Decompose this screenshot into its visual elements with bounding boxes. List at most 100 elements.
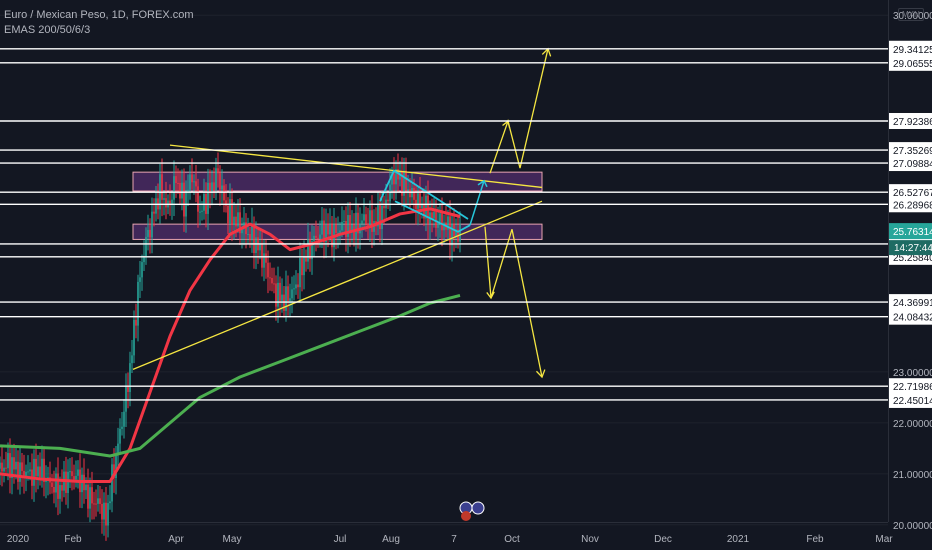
candle-body — [119, 428, 121, 444]
price-tick-label: 22.00000 — [893, 419, 932, 430]
candle-body — [121, 426, 123, 429]
level-tag — [889, 294, 932, 311]
time-tick-label: 2021 — [727, 534, 750, 545]
candle-body — [177, 182, 179, 184]
candle-body — [117, 443, 119, 455]
candle-body — [253, 224, 255, 253]
candle-body — [3, 467, 5, 472]
candle-body — [311, 241, 313, 260]
candle-body — [209, 182, 211, 193]
event-badge — [471, 501, 485, 515]
level-tag — [889, 54, 932, 71]
candle-body — [77, 469, 79, 476]
candle-body — [303, 256, 305, 276]
candle-body — [97, 498, 99, 504]
candle-body — [235, 216, 237, 227]
time-tick-label: Aug — [382, 534, 400, 545]
candle-body — [203, 194, 205, 211]
countdown-label: 14:27:44 — [894, 243, 932, 254]
candle-body — [409, 189, 411, 198]
channel-arrow — [469, 180, 485, 226]
candle-body — [207, 182, 209, 214]
candle-body — [61, 485, 63, 491]
candle-body — [179, 182, 181, 199]
candle-body — [171, 199, 173, 206]
candle-body — [237, 212, 239, 227]
candle-body — [437, 221, 439, 228]
candle-body — [435, 211, 437, 228]
level-tag — [889, 40, 932, 57]
candle-body — [351, 224, 353, 232]
level-tag — [889, 308, 932, 325]
candle-body — [75, 475, 77, 480]
candle-body — [327, 223, 329, 235]
candle-body — [225, 200, 227, 206]
candle-body — [113, 464, 115, 479]
candle-body — [139, 277, 141, 282]
candle-body — [59, 485, 61, 499]
candle-body — [305, 256, 307, 262]
candle-body — [127, 386, 129, 392]
candle-body — [301, 258, 303, 276]
candle-body — [295, 284, 297, 289]
candle-body — [189, 174, 191, 190]
indicator-title: EMAS 200/50/6/3 — [4, 24, 91, 36]
candle-body — [221, 185, 223, 190]
projection-path — [484, 226, 543, 378]
price-tick-label: 21.00000 — [893, 470, 932, 481]
currency-button[interactable]: MXN — [898, 8, 924, 21]
ema-red-line — [0, 207, 461, 483]
level-tag — [889, 196, 932, 213]
candle-body — [319, 234, 321, 239]
candle-body — [267, 262, 269, 278]
candle-body — [201, 210, 203, 212]
candle-body — [247, 233, 249, 235]
candle-body — [109, 501, 111, 504]
candle-body — [405, 170, 407, 191]
candle-body — [147, 229, 149, 237]
candle-body — [169, 200, 171, 206]
candle-body — [183, 182, 185, 217]
candle-body — [85, 484, 87, 491]
candle-body — [291, 289, 293, 299]
candle-body — [215, 168, 217, 191]
candle-body — [321, 220, 323, 235]
candle-body — [5, 467, 7, 469]
candle-body — [89, 487, 91, 509]
candle-body — [193, 181, 195, 183]
candle-body — [131, 355, 133, 364]
candle-body — [1, 462, 3, 472]
candle-body — [277, 282, 279, 307]
price-tick-label: 23.00000 — [893, 368, 932, 379]
candle-body — [347, 215, 349, 237]
time-tick-label: 2020 — [7, 534, 30, 545]
candle-body — [361, 220, 363, 224]
candle-body — [251, 224, 253, 241]
candle-body — [87, 484, 89, 509]
time-tick-label: Feb — [806, 534, 824, 545]
candle-body — [307, 239, 309, 262]
candle-body — [403, 170, 405, 196]
candle-body — [335, 224, 337, 234]
candle-body — [155, 198, 157, 214]
candle-body — [151, 211, 153, 238]
level-label: 29.06555 — [893, 59, 932, 70]
candle-body — [413, 187, 415, 200]
candle-body — [17, 461, 19, 482]
level-label: 29.34125 — [893, 45, 932, 56]
level-label: 22.71986 — [893, 382, 932, 393]
candle-body — [357, 212, 359, 234]
candle-body — [145, 236, 147, 257]
candle-body — [249, 233, 251, 241]
candle-body — [273, 283, 275, 285]
candle-body — [161, 174, 163, 200]
candle-body — [425, 195, 427, 219]
candle-body — [323, 220, 325, 243]
price-tag-label: 25.76314 — [893, 227, 932, 238]
candle-body — [125, 386, 127, 412]
level-label: 27.09884 — [893, 159, 932, 170]
candle-body — [345, 220, 347, 237]
candle-body — [143, 256, 145, 263]
candle-body — [265, 253, 267, 263]
